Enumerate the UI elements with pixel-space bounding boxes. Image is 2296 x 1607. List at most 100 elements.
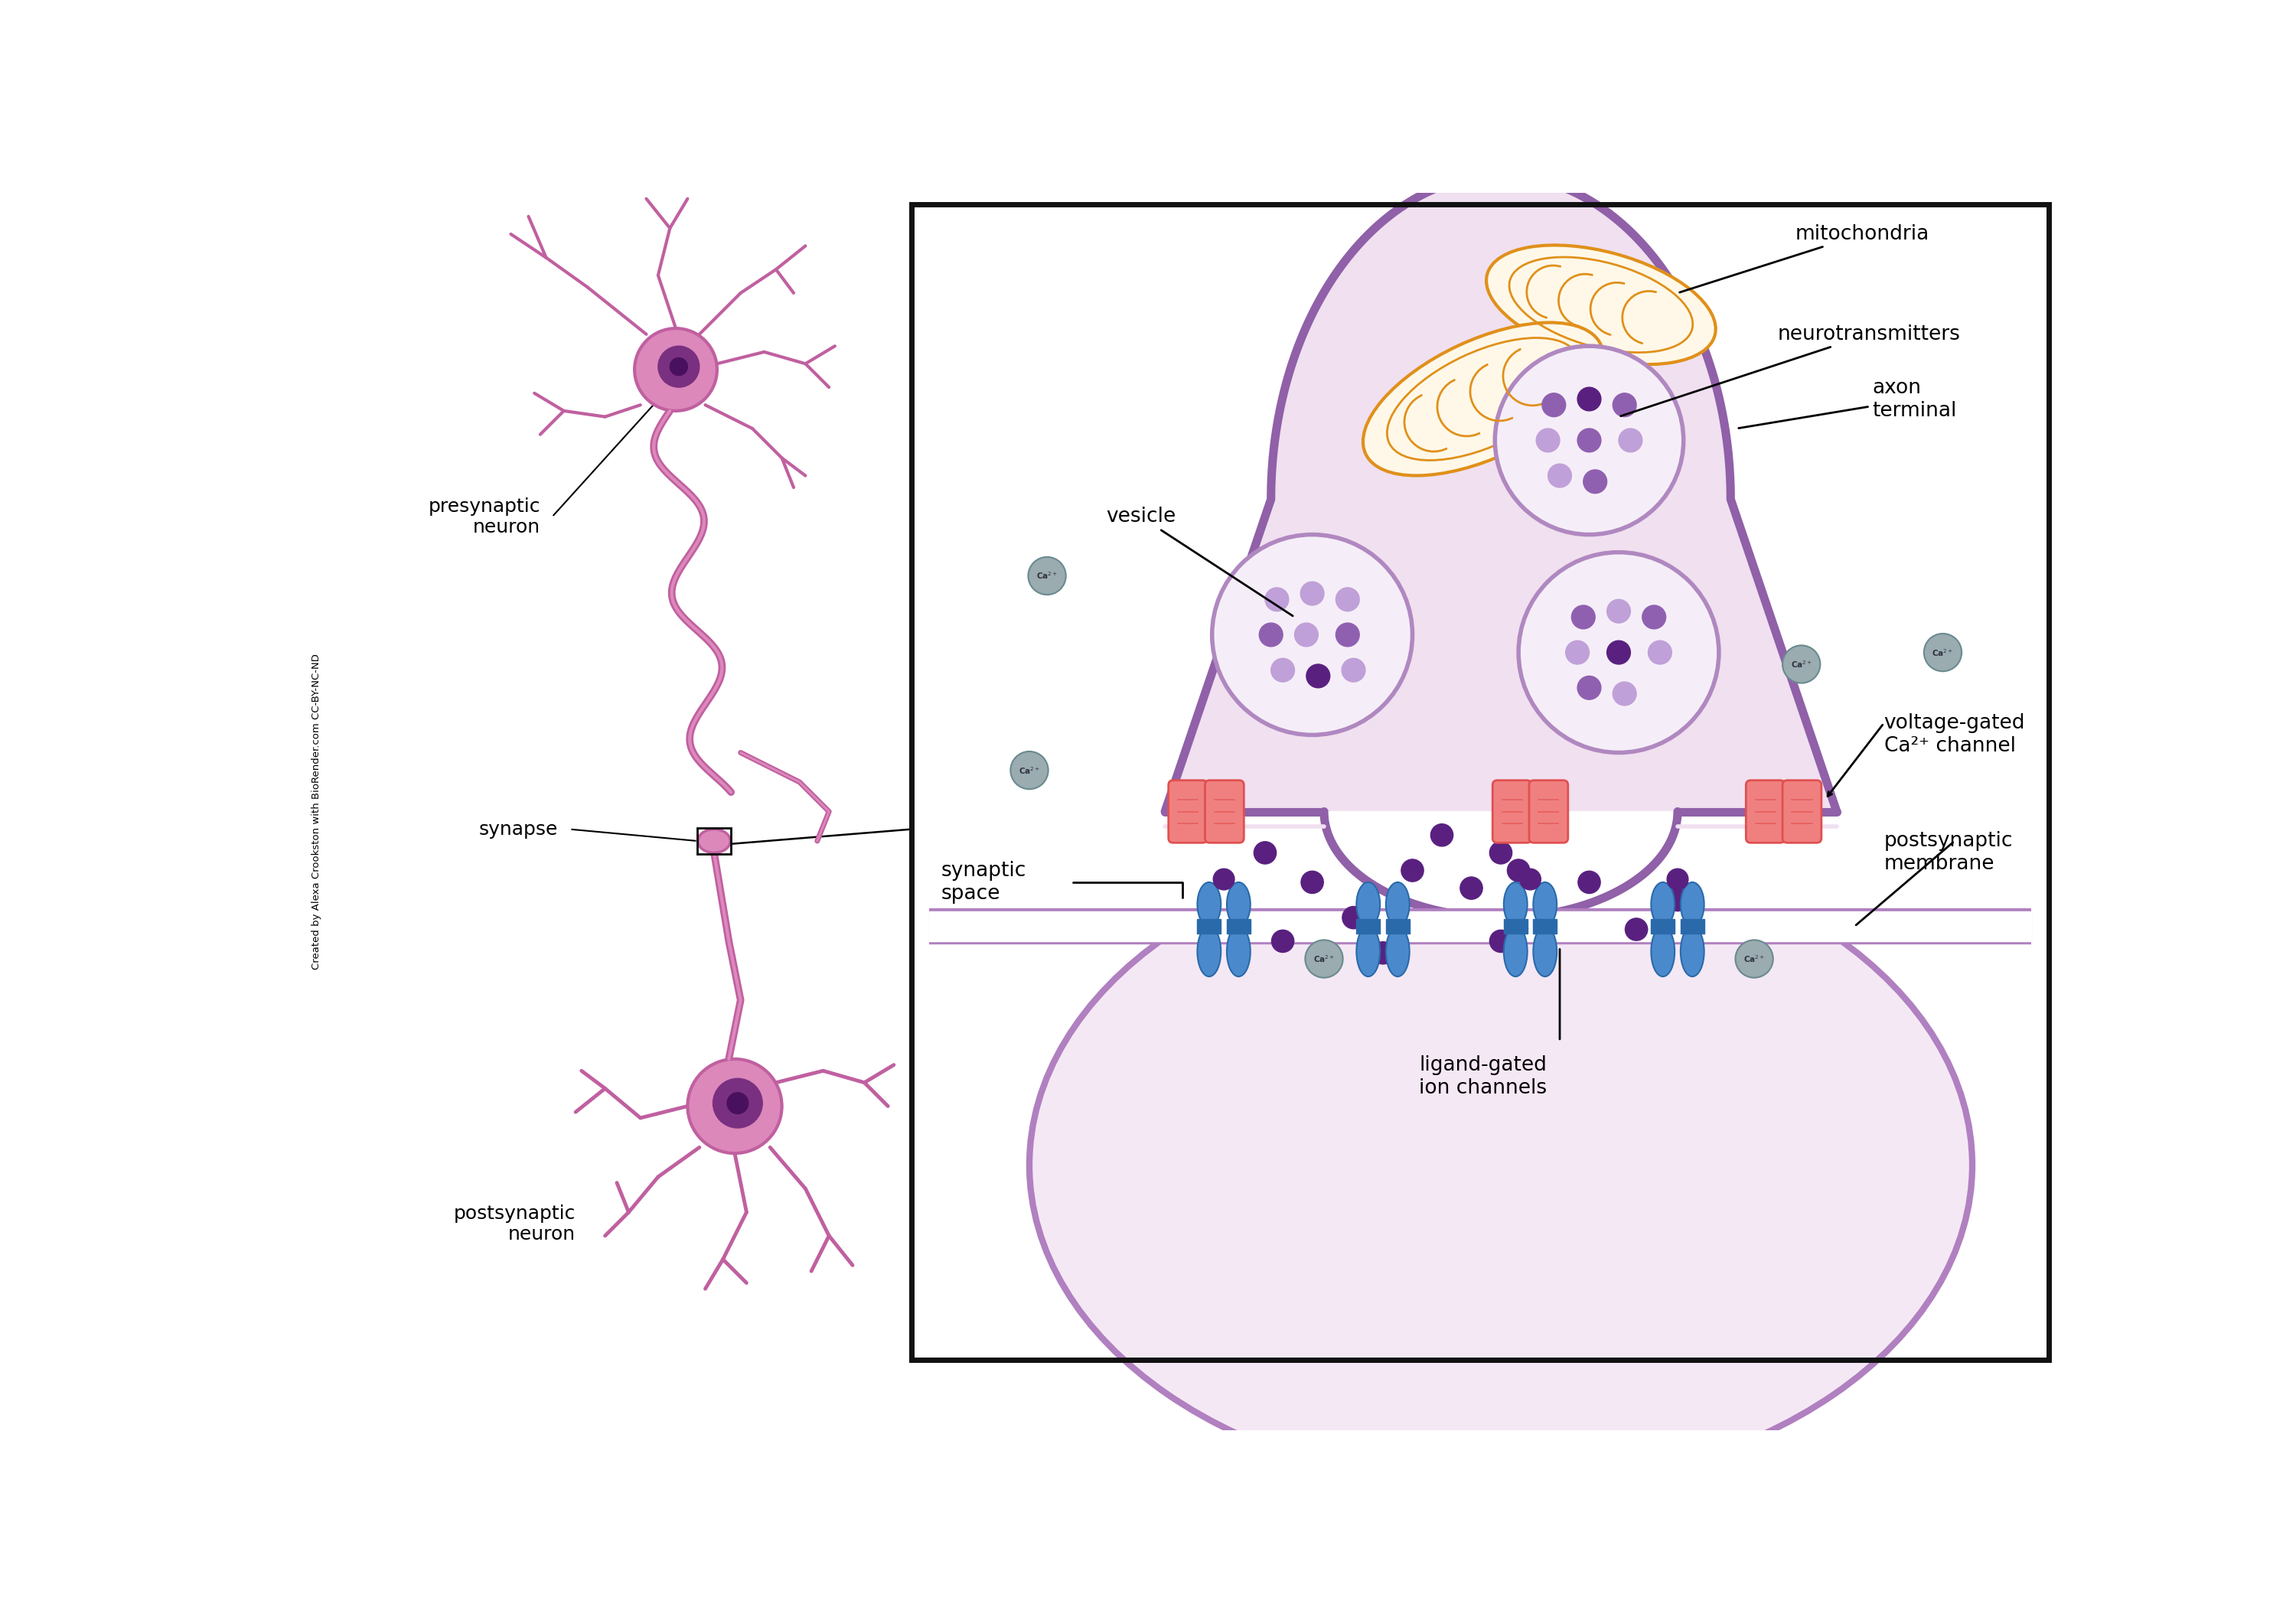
Bar — [1534, 919, 1557, 934]
Ellipse shape — [634, 328, 716, 411]
Circle shape — [1258, 624, 1283, 646]
Circle shape — [1490, 930, 1513, 953]
Circle shape — [659, 346, 700, 387]
Bar — [1196, 919, 1221, 934]
FancyBboxPatch shape — [1205, 781, 1244, 842]
Circle shape — [1306, 664, 1329, 688]
Text: presynaptic
neuron: presynaptic neuron — [427, 497, 540, 537]
Circle shape — [1336, 624, 1359, 646]
Text: mitochondria: mitochondria — [1681, 223, 1929, 292]
Circle shape — [1371, 942, 1394, 964]
Circle shape — [1626, 918, 1649, 940]
Ellipse shape — [1029, 840, 1972, 1490]
Circle shape — [1782, 646, 1821, 683]
Circle shape — [1341, 659, 1366, 681]
Circle shape — [1300, 582, 1325, 606]
Circle shape — [1336, 588, 1359, 611]
Ellipse shape — [1534, 926, 1557, 977]
Circle shape — [1619, 429, 1642, 452]
Circle shape — [1584, 469, 1607, 493]
Bar — [1681, 919, 1704, 934]
Circle shape — [1272, 659, 1295, 681]
Text: synapse: synapse — [480, 820, 558, 839]
Bar — [1387, 919, 1410, 934]
Text: Ca$^{2+}$: Ca$^{2+}$ — [1035, 570, 1058, 582]
Ellipse shape — [1651, 926, 1674, 977]
Circle shape — [1667, 889, 1690, 911]
Circle shape — [1736, 940, 1773, 977]
Circle shape — [1924, 633, 1961, 672]
Ellipse shape — [1387, 926, 1410, 977]
Circle shape — [1304, 940, 1343, 977]
Polygon shape — [1325, 812, 1678, 918]
Bar — [912, 204, 2048, 1360]
Circle shape — [1607, 641, 1630, 664]
Circle shape — [1577, 871, 1600, 893]
Ellipse shape — [1486, 246, 1715, 365]
Circle shape — [1607, 599, 1630, 624]
Circle shape — [728, 1093, 748, 1114]
Text: neurotransmitters: neurotransmitters — [1621, 325, 1961, 416]
Text: Ca$^{2+}$: Ca$^{2+}$ — [1019, 765, 1040, 776]
Circle shape — [1010, 752, 1049, 789]
Ellipse shape — [1387, 882, 1410, 926]
Circle shape — [1265, 588, 1288, 611]
Text: Ca$^{2+}$: Ca$^{2+}$ — [1743, 953, 1766, 964]
Circle shape — [1747, 792, 1784, 831]
Ellipse shape — [1357, 926, 1380, 977]
Text: Ca$^{2+}$: Ca$^{2+}$ — [1931, 648, 1954, 657]
Bar — [1651, 919, 1674, 934]
Text: axon
terminal: axon terminal — [1738, 378, 1956, 427]
Circle shape — [1667, 869, 1688, 890]
Circle shape — [1518, 553, 1720, 752]
Text: Ca$^{2+}$: Ca$^{2+}$ — [1791, 659, 1812, 670]
Ellipse shape — [1196, 926, 1221, 977]
Text: Created by Alexa Crookston with BioRender.com CC-BY-NC-ND: Created by Alexa Crookston with BioRende… — [312, 654, 321, 969]
Circle shape — [1460, 877, 1483, 900]
Circle shape — [1401, 860, 1424, 882]
Text: postsynaptic
membrane: postsynaptic membrane — [1883, 831, 2014, 874]
Text: postsynaptic
neuron: postsynaptic neuron — [455, 1204, 576, 1244]
Circle shape — [1548, 464, 1570, 487]
Text: synaptic
space: synaptic space — [941, 861, 1026, 903]
Ellipse shape — [1504, 926, 1527, 977]
Ellipse shape — [1681, 882, 1704, 926]
Text: Ca$^{2+}$: Ca$^{2+}$ — [1754, 807, 1777, 816]
Circle shape — [1506, 860, 1529, 882]
Ellipse shape — [1534, 882, 1557, 926]
FancyBboxPatch shape — [1529, 781, 1568, 842]
Circle shape — [1295, 624, 1318, 646]
Circle shape — [1577, 429, 1600, 452]
Circle shape — [1612, 681, 1637, 705]
FancyBboxPatch shape — [1169, 781, 1208, 842]
Circle shape — [1612, 394, 1637, 416]
FancyBboxPatch shape — [1492, 781, 1531, 842]
Bar — [912, 204, 2048, 1360]
Ellipse shape — [698, 829, 730, 853]
Bar — [698, 828, 730, 853]
Circle shape — [1577, 387, 1600, 411]
Circle shape — [1570, 606, 1596, 628]
Ellipse shape — [1357, 882, 1380, 926]
Polygon shape — [1164, 175, 1837, 812]
Circle shape — [1566, 641, 1589, 664]
Bar — [1357, 919, 1380, 934]
Circle shape — [1536, 429, 1559, 452]
Text: voltage-gated
Ca²⁺ channel: voltage-gated Ca²⁺ channel — [1883, 714, 2025, 757]
Bar — [1226, 919, 1251, 934]
Circle shape — [1543, 394, 1566, 416]
Ellipse shape — [1651, 882, 1674, 926]
Text: Ca$^{2+}$: Ca$^{2+}$ — [1313, 953, 1334, 964]
FancyBboxPatch shape — [1782, 781, 1821, 842]
Bar — [1504, 919, 1527, 934]
Ellipse shape — [1196, 882, 1221, 926]
Circle shape — [714, 1078, 762, 1128]
Circle shape — [1212, 869, 1235, 890]
Ellipse shape — [1504, 882, 1527, 926]
Circle shape — [1577, 677, 1600, 699]
Text: ligand-gated
ion channels: ligand-gated ion channels — [1419, 1056, 1548, 1098]
Circle shape — [1029, 558, 1065, 595]
Ellipse shape — [1681, 926, 1704, 977]
Circle shape — [1649, 641, 1671, 664]
Circle shape — [1343, 906, 1364, 929]
